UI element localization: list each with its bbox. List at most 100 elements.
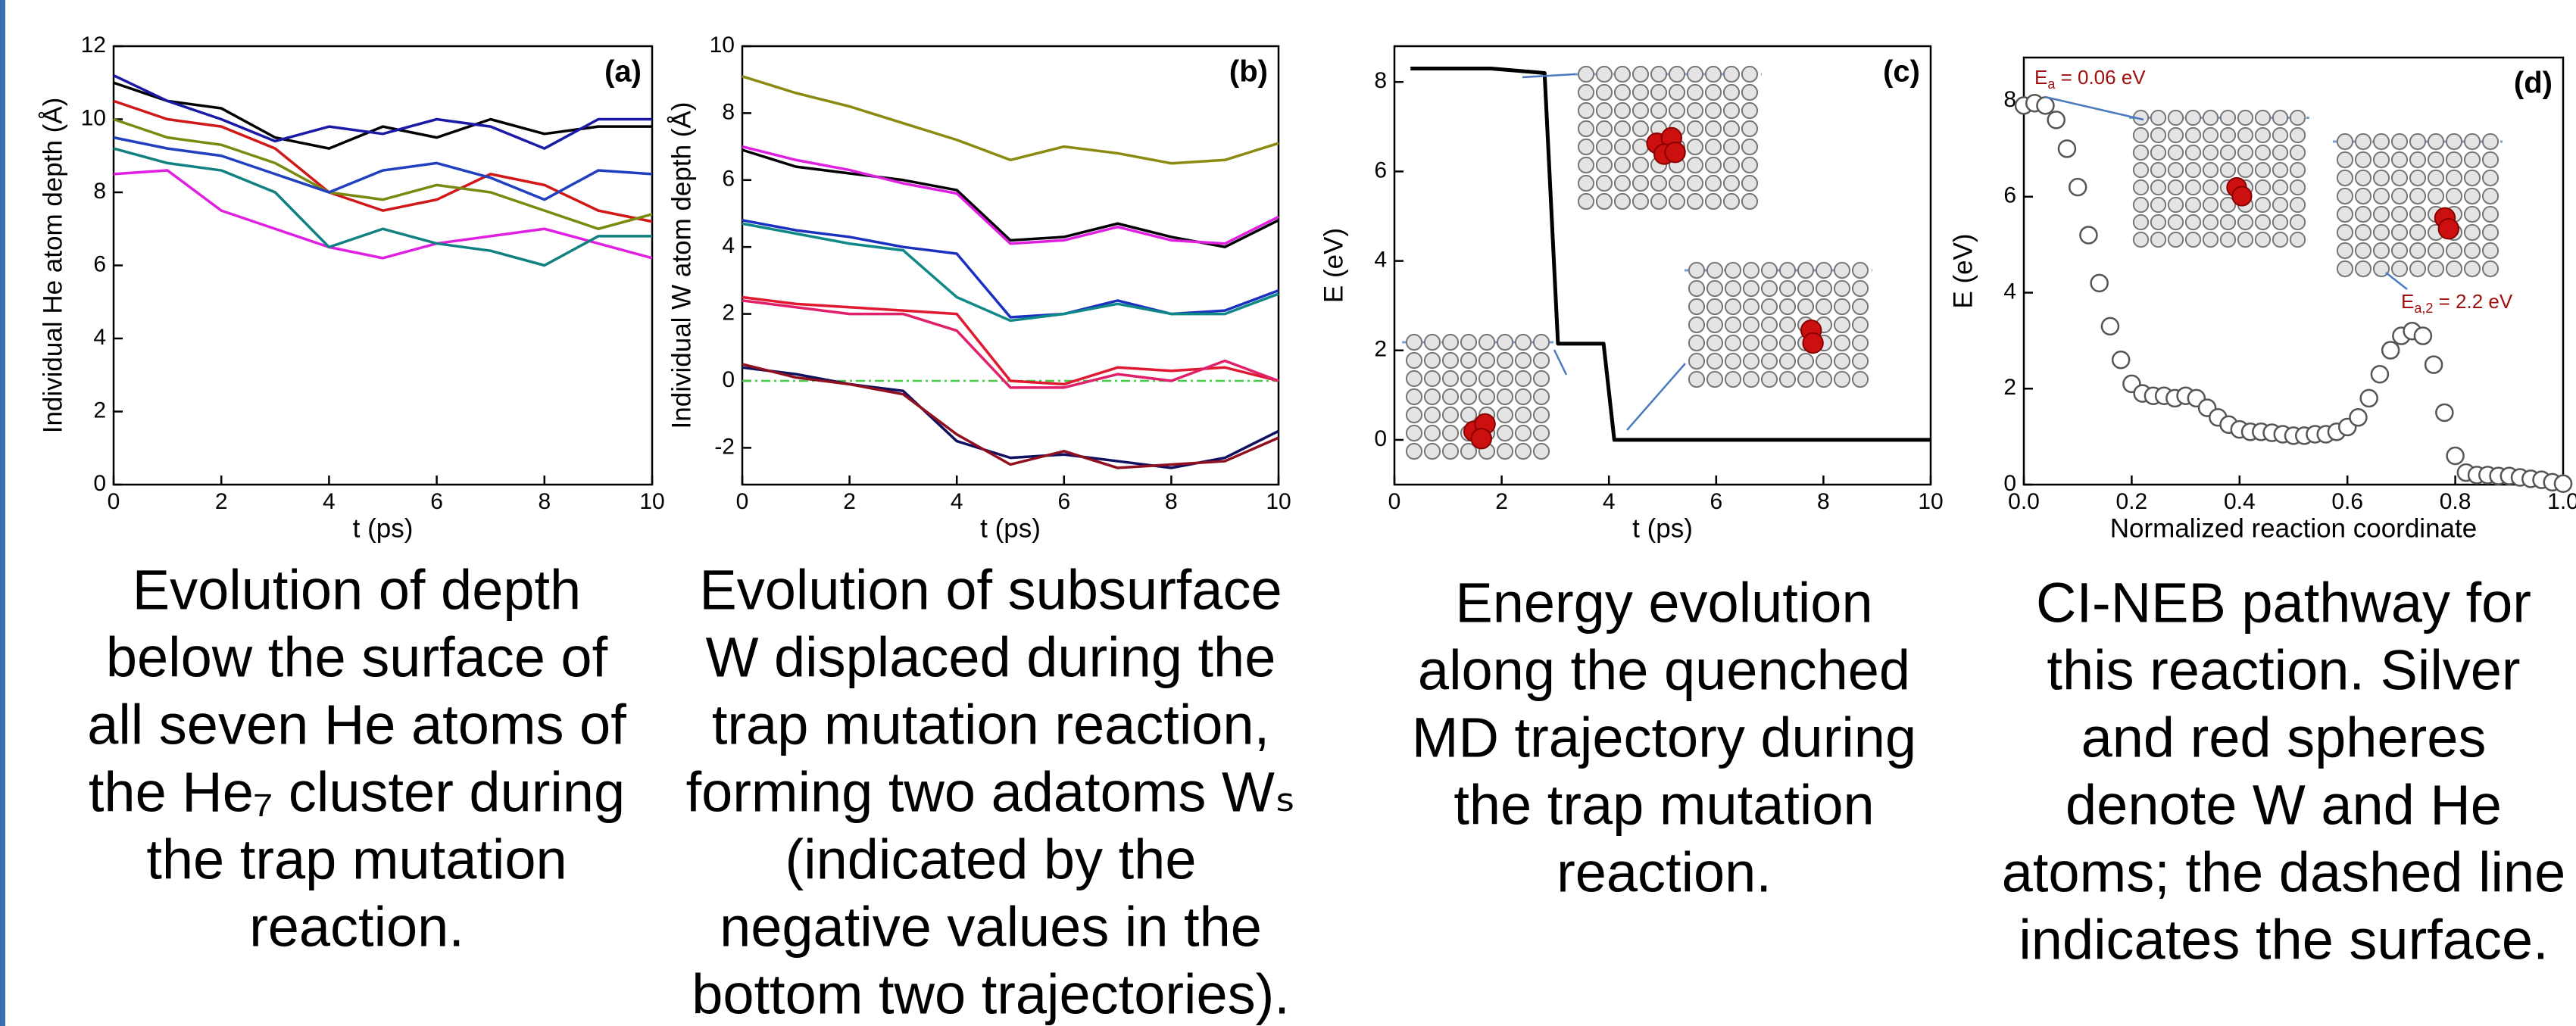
w-atom bbox=[2289, 231, 2306, 248]
w-atom bbox=[1815, 352, 1833, 370]
w-atom bbox=[1460, 388, 1478, 406]
w-atom bbox=[1797, 279, 1815, 298]
w-atom bbox=[1460, 406, 1478, 424]
data-line bbox=[742, 75, 1279, 165]
caption-line: all seven He atoms of bbox=[87, 694, 626, 756]
he-atom bbox=[1470, 428, 1493, 450]
w-atom bbox=[1613, 101, 1631, 120]
x-tick-label: 0.0 bbox=[2008, 489, 2040, 514]
w-atom bbox=[2237, 214, 2254, 231]
w-atom bbox=[1724, 261, 1742, 279]
w-atom bbox=[2202, 231, 2219, 248]
w-atom bbox=[1742, 261, 1760, 279]
w-atom bbox=[1851, 261, 1869, 279]
w-atom bbox=[2481, 169, 2500, 187]
data-line bbox=[742, 363, 1279, 469]
w-atom bbox=[2150, 231, 2167, 248]
y-tick-label: 8 bbox=[2003, 87, 2016, 112]
w-atom bbox=[1441, 424, 1460, 442]
w-atom bbox=[2132, 214, 2150, 231]
x-tick-label: 6 bbox=[1057, 489, 1070, 514]
y-axis-label: E (eV) bbox=[1948, 233, 1978, 308]
w-atom bbox=[1722, 65, 1741, 83]
y-tick-label: 12 bbox=[81, 33, 106, 58]
caption-line: the trap mutation bbox=[146, 828, 567, 891]
w-atom bbox=[1631, 138, 1650, 156]
caption-line: Energy evolution bbox=[1455, 572, 1872, 635]
w-atom bbox=[1706, 370, 1724, 388]
he-atom bbox=[1802, 332, 1824, 354]
w-atom bbox=[2445, 260, 2463, 278]
w-atom bbox=[1778, 352, 1797, 370]
data-point bbox=[2057, 139, 2077, 158]
w-atom bbox=[2150, 179, 2167, 196]
annotation-base: E bbox=[2034, 66, 2047, 89]
w-atom bbox=[1613, 192, 1631, 211]
w-atom bbox=[2427, 187, 2445, 205]
w-atom bbox=[1815, 261, 1833, 279]
w-atom bbox=[1724, 334, 1742, 352]
data-point bbox=[2359, 388, 2378, 408]
y-tick-label: 2 bbox=[722, 301, 735, 326]
data-line bbox=[113, 169, 653, 260]
w-atom bbox=[1532, 442, 1550, 460]
w-atom bbox=[1851, 298, 1869, 316]
w-atom bbox=[1741, 65, 1759, 83]
w-atom bbox=[2132, 144, 2150, 161]
w-atom bbox=[1704, 156, 1722, 174]
w-atom bbox=[2289, 126, 2306, 144]
data-line bbox=[1410, 67, 1931, 442]
data-line bbox=[113, 81, 652, 150]
w-atom bbox=[2167, 161, 2184, 179]
w-atom bbox=[1668, 174, 1686, 192]
w-atom bbox=[1688, 279, 1706, 298]
w-atom bbox=[2463, 242, 2481, 260]
w-atom bbox=[1532, 333, 1550, 351]
w-atom bbox=[2390, 169, 2409, 187]
w-atom bbox=[1514, 370, 1532, 388]
w-atom bbox=[2254, 231, 2272, 248]
data-point bbox=[2370, 364, 2390, 384]
panel-label: (d) bbox=[2514, 67, 2553, 100]
atom-inset bbox=[1685, 261, 1872, 388]
w-atom bbox=[1423, 351, 1441, 370]
w-atom bbox=[1460, 442, 1478, 460]
w-atom bbox=[2372, 260, 2390, 278]
x-axis-label: t (ps) bbox=[1632, 513, 1693, 543]
w-atom bbox=[1514, 333, 1532, 351]
w-atom bbox=[1478, 333, 1496, 351]
w-atom bbox=[1742, 370, 1760, 388]
x-tick-label: 0 bbox=[736, 489, 749, 514]
data-line bbox=[113, 99, 653, 223]
w-atom bbox=[2219, 126, 2237, 144]
data-line bbox=[113, 147, 652, 267]
w-atom bbox=[1668, 101, 1686, 120]
left-border bbox=[0, 0, 5, 1026]
w-atom bbox=[2272, 231, 2289, 248]
w-atom bbox=[2272, 161, 2289, 179]
w-atom bbox=[1797, 261, 1815, 279]
caption-line: along the quenched bbox=[1418, 639, 1910, 702]
w-atom bbox=[2237, 126, 2254, 144]
w-atom bbox=[1741, 83, 1759, 101]
y-tick-label: 4 bbox=[93, 325, 106, 350]
w-atom bbox=[2237, 231, 2254, 248]
x-tick-label: 2 bbox=[1495, 489, 1508, 514]
w-atom bbox=[2390, 223, 2409, 242]
data-point bbox=[2036, 96, 2055, 115]
caption-line: negative values in the bbox=[720, 896, 1262, 959]
caption-line: indicates the surface. bbox=[2019, 909, 2548, 971]
w-atom bbox=[1686, 192, 1704, 211]
w-atom bbox=[1815, 279, 1833, 298]
w-atom bbox=[1704, 138, 1722, 156]
x-tick-label: 2 bbox=[843, 489, 856, 514]
w-atom bbox=[1441, 333, 1460, 351]
w-atom bbox=[2254, 196, 2272, 214]
w-atom bbox=[1688, 370, 1706, 388]
w-atom bbox=[2184, 214, 2202, 231]
w-atom bbox=[1441, 442, 1460, 460]
w-atom bbox=[2372, 187, 2390, 205]
w-atom bbox=[2409, 151, 2427, 169]
w-atom bbox=[1595, 138, 1613, 156]
x-tick-label: 8 bbox=[1817, 489, 1830, 514]
